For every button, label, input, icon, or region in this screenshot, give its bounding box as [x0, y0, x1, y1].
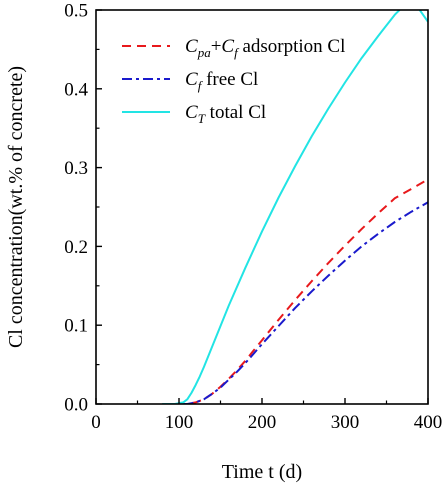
- legend-label-2: CT total Cl: [185, 102, 266, 126]
- x-tick-label: 100: [165, 412, 194, 433]
- plot-frame: [95, 9, 429, 405]
- y-tick-label: 0.2: [64, 237, 88, 258]
- y-tick-label: 0.0: [64, 395, 88, 416]
- legend: Cpa+Cf adsorption Cl Cf free Cl CT total C…: [122, 36, 345, 126]
- x-tick-label: 300: [331, 412, 360, 433]
- x-axis: 0 100 200 300 400: [91, 398, 442, 433]
- y-tick-label: 0.4: [64, 79, 88, 100]
- y-axis-title: Cl concentration(wt.% of concrete): [5, 66, 27, 348]
- x-axis-title: Time t (d): [222, 461, 302, 483]
- x-tick-label: 400: [414, 412, 443, 433]
- series-line-1: [162, 201, 428, 404]
- y-axis: 0.0 0.1 0.2 0.3 0.4 0.5: [64, 1, 102, 416]
- legend-label-1: Cf free Cl: [185, 69, 258, 93]
- series-line-2: [162, 10, 428, 404]
- y-tick-label: 0.1: [64, 316, 88, 337]
- y-tick-label: 0.5: [64, 1, 88, 22]
- y-tick-label: 0.3: [64, 158, 88, 179]
- legend-label-0: Cpa+Cf adsorption Cl: [185, 36, 345, 60]
- x-tick-label: 200: [248, 412, 277, 433]
- x-tick-label: 0: [91, 412, 101, 433]
